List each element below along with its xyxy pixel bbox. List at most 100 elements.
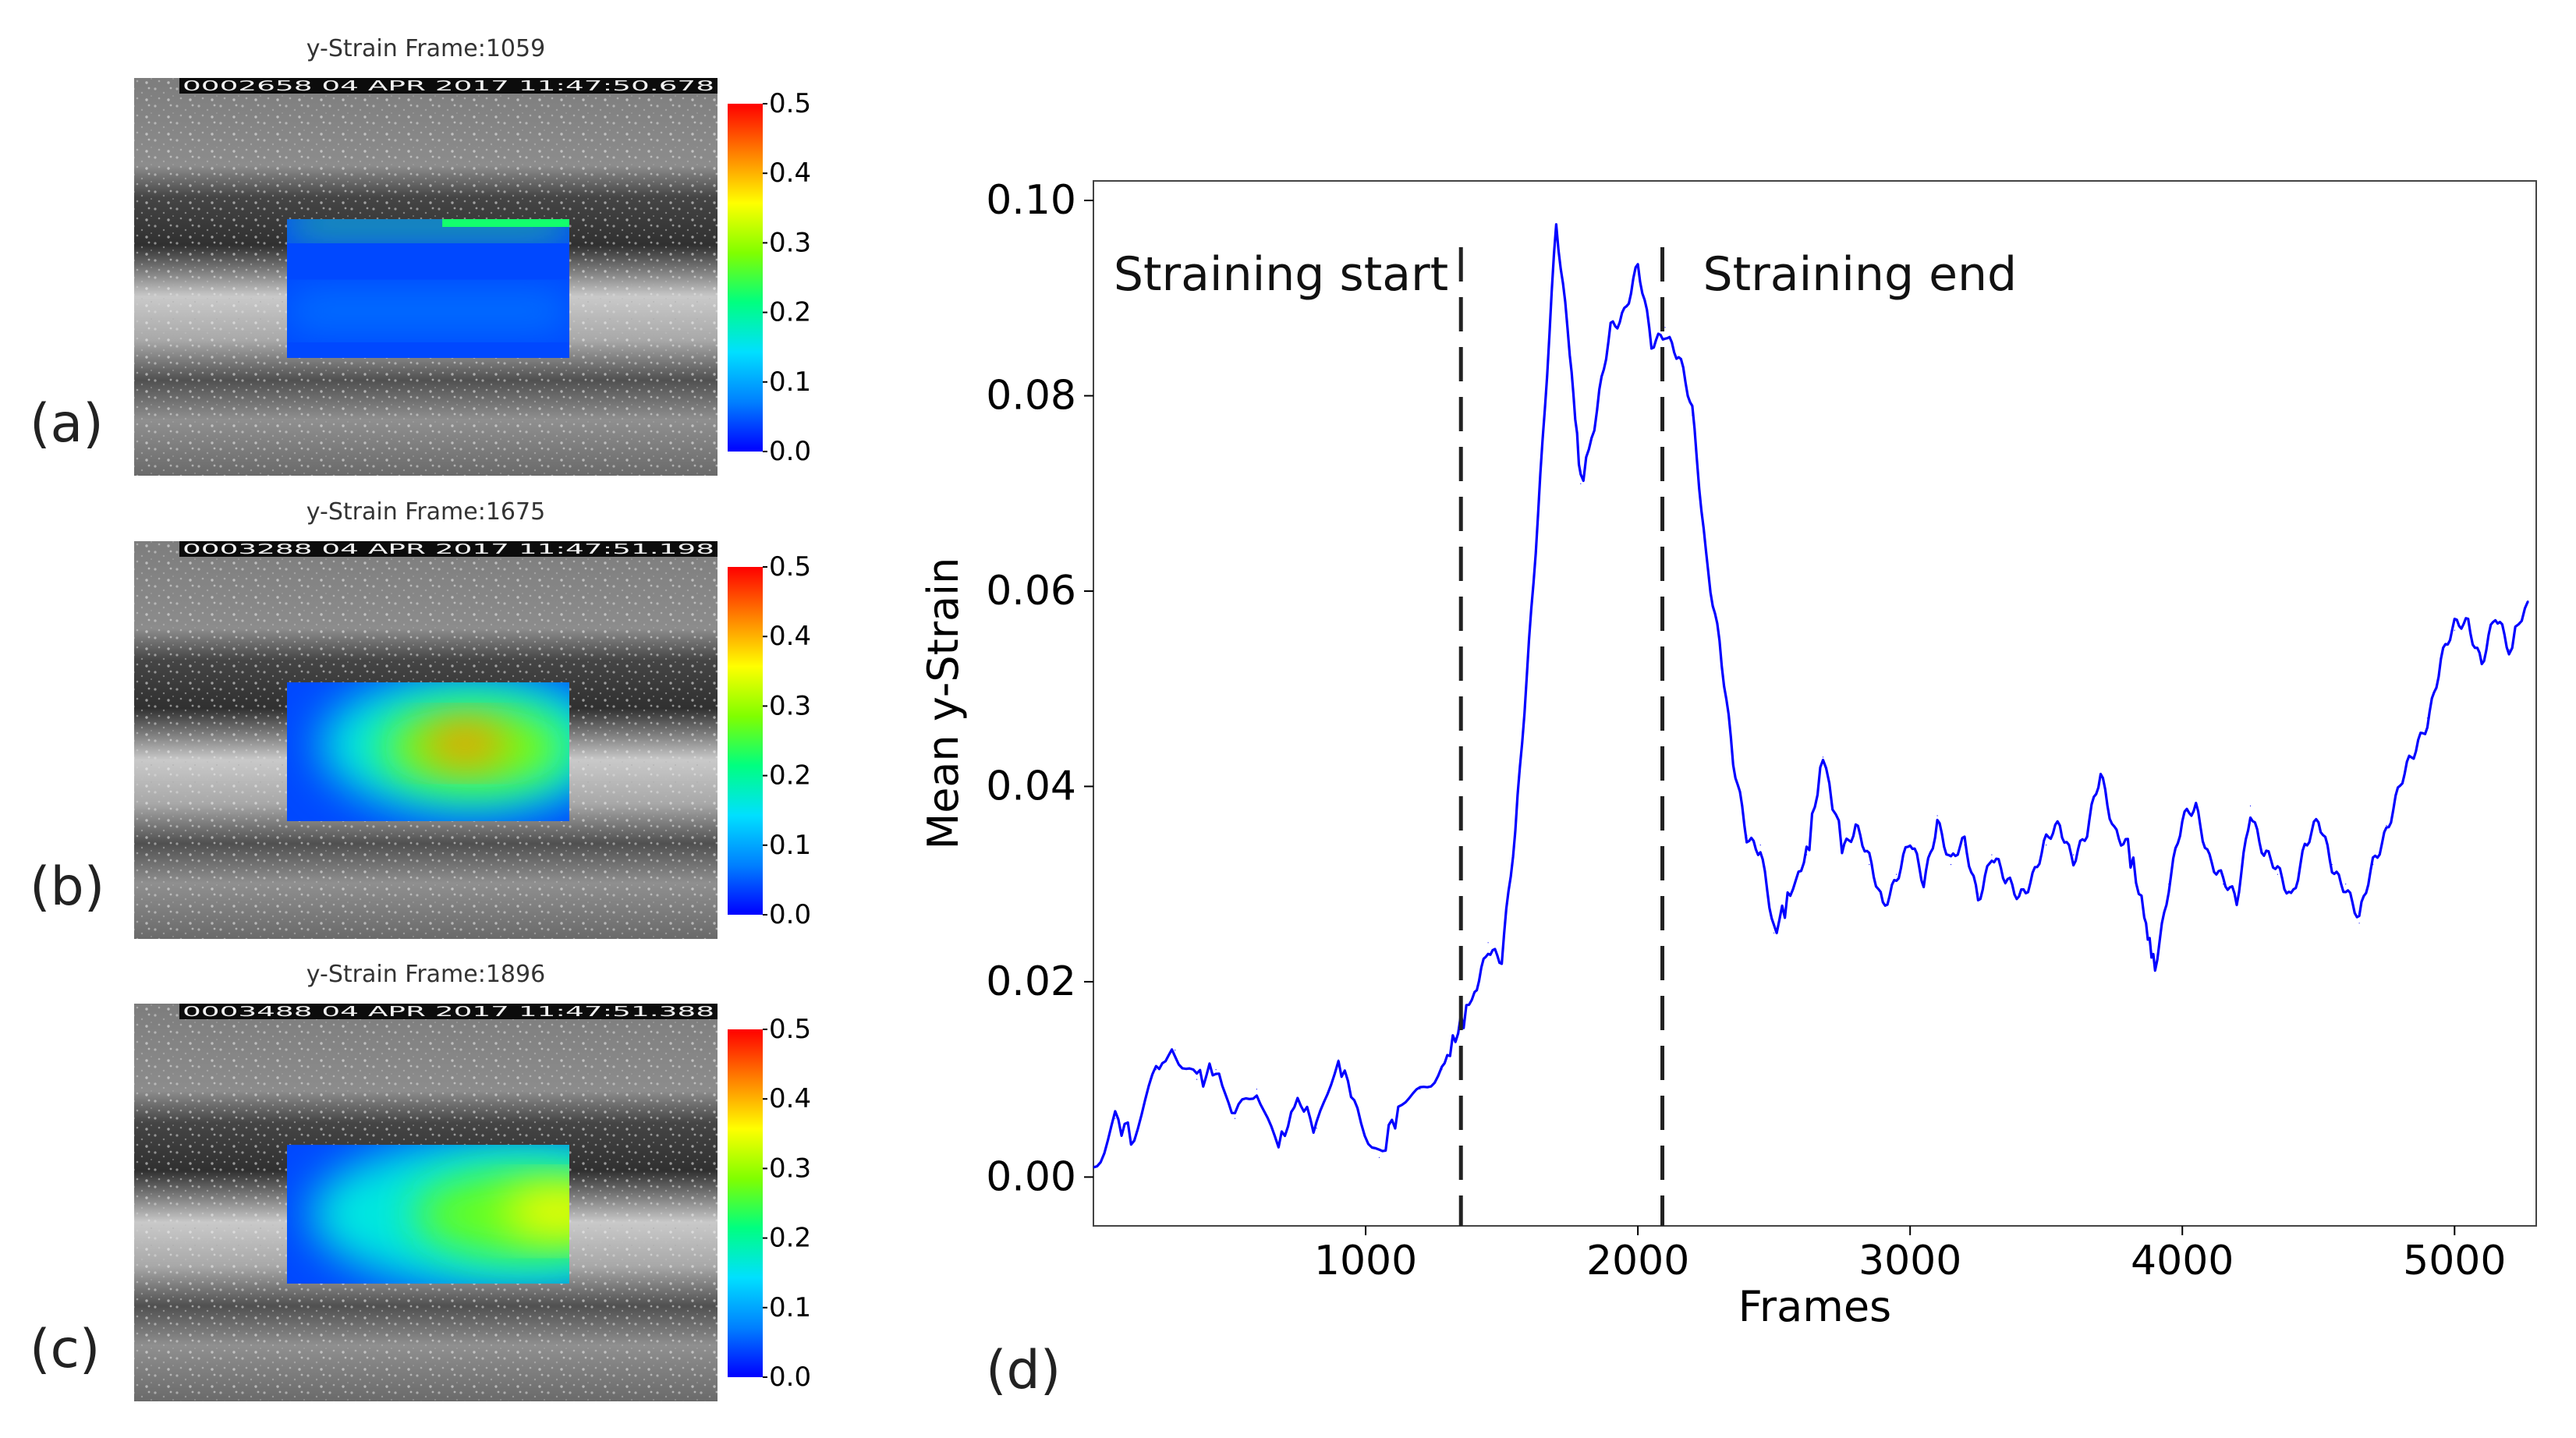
panel-label: (a): [30, 393, 104, 455]
colorbar: [728, 104, 763, 452]
data-point: [1610, 327, 1611, 328]
strain-hotspot: [442, 219, 569, 227]
data-point: [1896, 873, 1897, 875]
y-axis-label: Mean y-Strain: [919, 558, 968, 850]
vline-annotation: Straining end: [1703, 247, 2018, 302]
data-point: [2086, 834, 2088, 836]
strain-panel-a: y-Strain Frame:1059 0002658 04 APR 2017 1…: [30, 35, 811, 476]
data-point: [1651, 346, 1653, 348]
colorbar: [728, 567, 763, 915]
y-tick-label: 0.08: [986, 373, 1076, 420]
data-point: [1474, 990, 1476, 992]
data-point: [1487, 942, 1489, 944]
strain-hotspot-group: [287, 219, 569, 327]
colorbar-tick-label: 0.0: [769, 1362, 811, 1393]
x-tick-label: 3000: [1858, 1238, 1961, 1284]
data-point: [1215, 1069, 1217, 1071]
data-point: [2399, 785, 2401, 788]
data-point: [1719, 639, 1720, 641]
data-point: [1378, 1156, 1380, 1158]
strain-line-chart: 0.00 0.02 0.04 0.06 0.08 0.10 1000 2000 3000 4000…: [919, 177, 2537, 1401]
panel-label: (b): [30, 856, 105, 918]
data-point: [1196, 1078, 1198, 1080]
strain-hotspot: [503, 1188, 569, 1235]
data-point: [2236, 903, 2238, 905]
data-point: [2440, 659, 2442, 661]
strain-hotspot-group: [310, 1145, 569, 1284]
strain-panel-b: y-Strain Frame:1675 0003288 04 APR 2017 1…: [30, 498, 811, 939]
colorbar-tick-label: 0.3: [769, 690, 811, 721]
panel-label: (c): [30, 1319, 100, 1380]
data-point: [2413, 756, 2415, 758]
panel-title: y-Strain Frame:1896: [306, 961, 545, 988]
data-point: [2426, 717, 2428, 719]
colorbar-tick-label: 0.1: [769, 367, 811, 398]
image-timestamp: 0003488 04 APR 2017 11:47:51.388: [182, 1004, 714, 1020]
data-point: [1580, 483, 1582, 484]
strain-image-panels: y-Strain Frame:1059 0002658 04 APR 2017 1…: [30, 35, 811, 1401]
panel-label: (d): [986, 1340, 1061, 1401]
y-tick-label: 0.04: [986, 763, 1076, 809]
colorbar-tick-label: 0.4: [769, 158, 811, 189]
data-point: [1678, 356, 1680, 357]
data-point: [1133, 1137, 1135, 1139]
colorbar-tick-label: 0.2: [769, 760, 811, 792]
colorbar-tick-label: 0.5: [769, 88, 811, 119]
data-point: [2495, 620, 2496, 622]
panel-title: y-Strain Frame:1059: [306, 35, 545, 62]
strain-hotspot-group: [319, 682, 569, 816]
data-point: [2372, 864, 2374, 866]
y-tick-label: 0.00: [986, 1153, 1076, 1200]
colorbar-tick-label: 0.5: [769, 1014, 811, 1045]
timestamp-bar: [179, 1004, 718, 1019]
colorbar-tick-label: 0.0: [769, 899, 811, 930]
colorbar-tick-label: 0.4: [769, 621, 811, 652]
plot-frame: [1093, 180, 2537, 1227]
colorbar-tick-label: 0.3: [769, 1153, 811, 1184]
colorbar-tick-label: 0.2: [769, 297, 811, 328]
colorbar-tick-label: 0.3: [769, 227, 811, 258]
strain-panel-c: y-Strain Frame:1896 0003488 04 APR 2017 1…: [30, 961, 811, 1401]
data-point: [1596, 415, 1598, 416]
x-tick-label: 1000: [1314, 1238, 1417, 1284]
series-line-0: [1093, 223, 2529, 1169]
timestamp-bar: [179, 78, 718, 94]
colorbar-tick-label: 0.1: [769, 830, 811, 861]
data-point: [1637, 268, 1639, 270]
timestamp-bar: [179, 541, 718, 557]
data-point: [1338, 1059, 1339, 1061]
colorbar-tick-label: 0.1: [769, 1292, 811, 1323]
colorbar-tick-label: 0.0: [769, 436, 811, 467]
data-point: [1746, 834, 1748, 836]
x-tick-label: 4000: [2131, 1238, 2234, 1284]
data-point: [2143, 912, 2145, 914]
data-point: [1624, 307, 1625, 309]
vline-annotation: Straining start: [1114, 247, 1448, 302]
data-point: [1555, 229, 1557, 231]
image-timestamp: 0003288 04 APR 2017 11:47:51.198: [182, 541, 714, 558]
data-point: [1297, 1098, 1299, 1100]
data-point: [1664, 327, 1666, 328]
strain-band: [287, 295, 569, 327]
data-point: [2032, 873, 2033, 875]
data-point: [2454, 629, 2455, 631]
colorbar-tick-label: 0.5: [769, 551, 811, 583]
data-point: [1114, 1117, 1116, 1119]
data-point: [1155, 1069, 1157, 1071]
x-tick-label: 5000: [2403, 1238, 2506, 1284]
y-tick-label: 0.06: [986, 568, 1076, 615]
data-point: [1357, 1108, 1359, 1110]
plot-area: [1093, 223, 2529, 1169]
data-point: [1855, 824, 1856, 827]
data-point: [2099, 776, 2102, 777]
colorbar-tick-label: 0.2: [769, 1223, 811, 1254]
image-timestamp: 0002658 04 APR 2017 11:47:50.678: [182, 78, 714, 94]
y-tick-label: 0.10: [986, 177, 1076, 224]
panel-title: y-Strain Frame:1675: [306, 498, 545, 526]
x-axis-label: Frames: [1738, 1282, 1891, 1331]
strain-hotspot: [422, 723, 508, 764]
data-point: [1277, 1147, 1279, 1149]
data-point: [2277, 873, 2278, 875]
data-point: [2318, 824, 2319, 827]
